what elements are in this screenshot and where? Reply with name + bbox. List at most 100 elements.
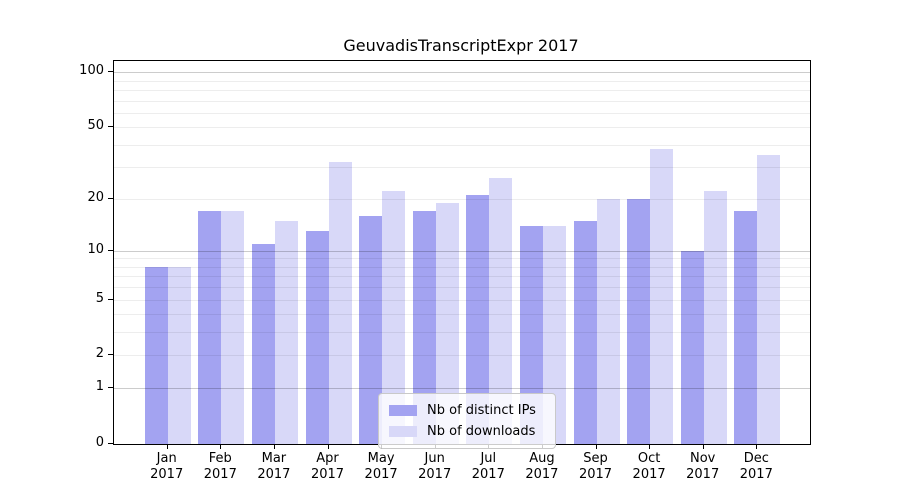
legend-swatch-distinct-ips bbox=[389, 405, 417, 416]
gridline-4 bbox=[114, 314, 810, 316]
legend-label-downloads: Nb of downloads bbox=[427, 424, 536, 439]
legend-item-distinct-ips: Nb of distinct IPs bbox=[387, 400, 547, 421]
gridline-90 bbox=[114, 80, 810, 82]
x-tick bbox=[756, 444, 758, 449]
gridline-8 bbox=[114, 266, 810, 268]
y-tick-label: 2 bbox=[95, 346, 104, 362]
bar-downloads-apr bbox=[328, 162, 352, 444]
bar-downloads-dec bbox=[757, 155, 781, 444]
gridline-60 bbox=[114, 112, 810, 114]
x-tick-label-nov: Nov 2017 bbox=[663, 451, 743, 483]
gridline-9 bbox=[114, 258, 810, 260]
x-tick bbox=[649, 444, 651, 449]
x-tick-label-jan: Jan 2017 bbox=[127, 451, 207, 483]
bar-downloads-oct bbox=[650, 148, 674, 444]
x-tick-label-mar: Mar 2017 bbox=[234, 451, 314, 483]
x-tick-year: 2017 bbox=[632, 467, 666, 482]
y-tick bbox=[108, 126, 113, 128]
y-tick bbox=[108, 443, 113, 444]
x-tick-label-dec: Dec 2017 bbox=[716, 451, 796, 483]
bar-distinct-ips-oct bbox=[627, 198, 651, 444]
x-tick bbox=[220, 444, 222, 449]
x-tick-year: 2017 bbox=[578, 467, 613, 482]
bar-downloads-nov bbox=[703, 191, 727, 444]
y-tick-label: 5 bbox=[95, 290, 104, 306]
x-tick-year: 2017 bbox=[686, 467, 720, 482]
bar-distinct-ips-nov bbox=[680, 250, 704, 444]
bar-downloads-jun bbox=[435, 202, 459, 444]
bar-distinct-ips-may bbox=[359, 215, 383, 444]
bar-distinct-ips-jun bbox=[412, 211, 436, 444]
legend-swatch-downloads bbox=[389, 426, 417, 437]
bar-distinct-ips-apr bbox=[305, 231, 329, 444]
gridline-50 bbox=[114, 127, 810, 129]
chart-title: GeuvadisTranscriptExpr 2017 bbox=[343, 36, 579, 55]
y-tick bbox=[108, 249, 113, 251]
x-tick-label-feb: Feb 2017 bbox=[180, 451, 260, 483]
x-tick-label-jun: Jun 2017 bbox=[395, 451, 475, 483]
x-tick-year: 2017 bbox=[525, 467, 559, 482]
y-tick-label: 1 bbox=[95, 379, 104, 395]
gridline-6 bbox=[114, 287, 810, 289]
legend-item-downloads: Nb of downloads bbox=[387, 421, 547, 442]
x-tick-year: 2017 bbox=[150, 467, 184, 482]
y-tick bbox=[108, 197, 113, 199]
bar-downloads-jul bbox=[489, 178, 513, 444]
gridline-80 bbox=[114, 89, 810, 91]
y-tick-label: 0 bbox=[95, 435, 104, 450]
bar-distinct-ips-mar bbox=[251, 243, 275, 444]
x-tick-label-aug: Aug 2017 bbox=[502, 451, 582, 483]
legend: Nb of distinct IPs Nb of downloads bbox=[378, 393, 556, 449]
y-tick-label: 50 bbox=[87, 118, 104, 134]
bar-distinct-ips-feb bbox=[198, 211, 222, 444]
x-tick bbox=[595, 444, 597, 449]
x-tick-label-oct: Oct 2017 bbox=[609, 451, 689, 483]
gridline-10 bbox=[114, 250, 810, 252]
bar-distinct-ips-jan bbox=[144, 266, 168, 444]
gridline-1 bbox=[114, 388, 810, 390]
x-tick-year: 2017 bbox=[418, 467, 452, 482]
gridline-5 bbox=[114, 299, 810, 301]
gridline-2 bbox=[114, 355, 810, 357]
x-tick bbox=[273, 444, 275, 449]
legend-label-distinct-ips: Nb of distinct IPs bbox=[427, 403, 536, 418]
x-tick-year: 2017 bbox=[739, 467, 773, 482]
y-tick bbox=[108, 354, 113, 356]
y-tick bbox=[108, 71, 113, 73]
gridline-20 bbox=[114, 198, 810, 200]
bar-distinct-ips-sep bbox=[573, 220, 597, 444]
x-tick-label-may: May 2017 bbox=[341, 451, 421, 483]
bar-downloads-may bbox=[382, 191, 406, 444]
x-tick-year: 2017 bbox=[203, 467, 237, 482]
x-tick bbox=[702, 444, 704, 449]
bar-distinct-ips-aug bbox=[519, 225, 543, 444]
bar-downloads-mar bbox=[274, 220, 298, 444]
bar-downloads-aug bbox=[542, 225, 566, 444]
y-tick bbox=[108, 298, 113, 300]
bar-distinct-ips-dec bbox=[734, 211, 758, 444]
bar-downloads-jan bbox=[167, 266, 191, 444]
x-tick-year: 2017 bbox=[257, 467, 291, 482]
x-tick-year: 2017 bbox=[471, 467, 505, 482]
bar-downloads-feb bbox=[221, 211, 245, 444]
gridline-7 bbox=[114, 276, 810, 278]
x-tick-label-sep: Sep 2017 bbox=[556, 451, 636, 483]
bar-distinct-ips-jul bbox=[466, 194, 490, 444]
x-tick-year: 2017 bbox=[310, 467, 345, 482]
y-tick-label: 10 bbox=[87, 241, 104, 257]
y-tick bbox=[108, 387, 113, 389]
gridline-40 bbox=[114, 144, 810, 146]
plot-area: Nb of distinct IPs Nb of downloads bbox=[113, 60, 811, 449]
gridline-70 bbox=[114, 100, 810, 102]
y-tick-label: 20 bbox=[87, 189, 104, 205]
y-tick-label: 100 bbox=[79, 63, 104, 79]
bar-downloads-sep bbox=[596, 198, 620, 444]
x-tick-label-jul: Jul 2017 bbox=[448, 451, 528, 483]
gridline-30 bbox=[114, 167, 810, 169]
x-tick-label-apr: Apr 2017 bbox=[288, 451, 368, 483]
gridline-3 bbox=[114, 332, 810, 334]
gridline-100 bbox=[114, 72, 810, 74]
x-tick bbox=[327, 444, 329, 449]
x-tick-year: 2017 bbox=[364, 467, 398, 482]
